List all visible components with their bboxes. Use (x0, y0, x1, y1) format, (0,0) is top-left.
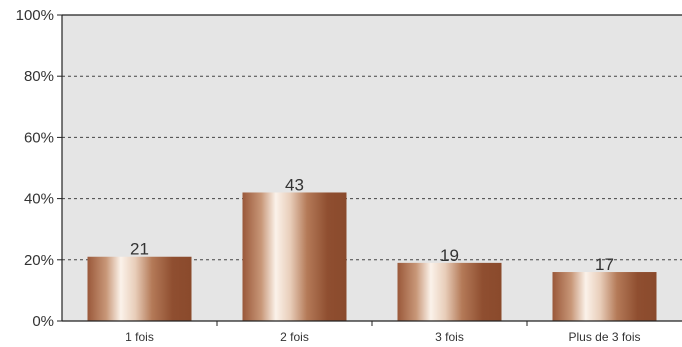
bar-3 (397, 262, 502, 321)
y-tick-label: 20% (24, 252, 54, 269)
x-tick-label: Plus de 3 fois (568, 330, 640, 344)
bar-2 (242, 192, 347, 321)
bars (87, 192, 657, 321)
data-label: 17 (595, 255, 614, 274)
data-label: 43 (285, 175, 304, 194)
y-tick-label: 0% (32, 313, 54, 330)
x-tick-label: 1 fois (125, 330, 154, 344)
data-labels: 21 43 19 17 (130, 175, 614, 274)
y-tick-label: 80% (24, 68, 54, 85)
x-tick-label: 3 fois (435, 330, 464, 344)
data-label: 19 (440, 246, 459, 265)
data-label: 21 (130, 240, 149, 259)
bar-4 (552, 272, 657, 321)
x-axis-ticks: 1 fois 2 fois 3 fois Plus de 3 fois (125, 321, 641, 344)
bar-1 (87, 256, 192, 321)
y-tick-label: 40% (24, 191, 54, 208)
y-tick-label: 100% (16, 7, 54, 24)
y-axis-ticks: 0% 20% 40% 60% 80% 100% (16, 7, 62, 330)
x-tick-label: 2 fois (280, 330, 309, 344)
y-tick-label: 60% (24, 129, 54, 146)
